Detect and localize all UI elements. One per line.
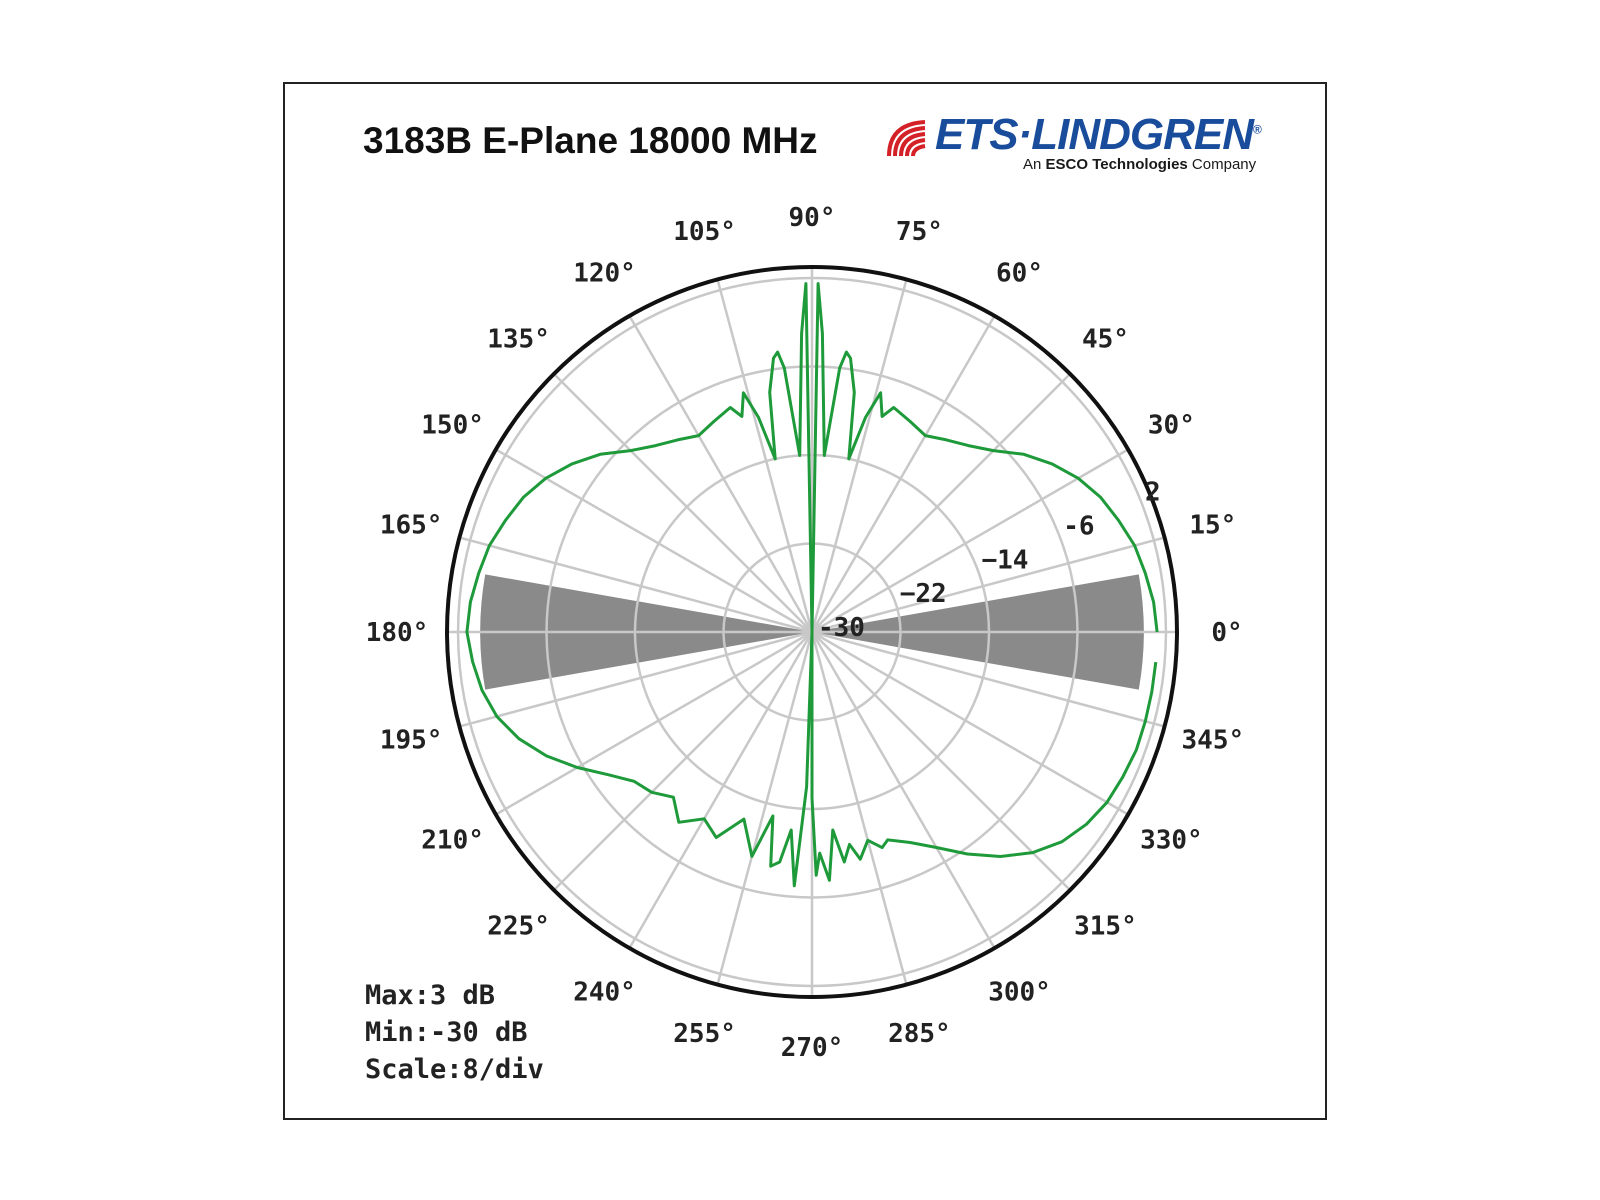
grid-spoke xyxy=(553,373,813,633)
grid-spoke xyxy=(810,631,996,949)
signal-waves-icon xyxy=(887,120,926,157)
grid-spoke xyxy=(628,631,814,949)
angle-tick-label: 255° xyxy=(673,1019,736,1049)
r-tick-label: −14 xyxy=(981,545,1028,575)
angle-tick-label: 120° xyxy=(573,259,636,289)
grid-spoke xyxy=(811,448,1129,634)
grid-spoke xyxy=(459,536,813,634)
angle-tick-label: 300° xyxy=(988,977,1051,1007)
stat-max: Max:3 dB xyxy=(365,980,496,1011)
logo-wordmark: ETS·LINDGREN xyxy=(935,110,1254,159)
angle-tick-label: 60° xyxy=(996,259,1043,289)
angle-tick-label: 240° xyxy=(573,977,636,1007)
stat-scale: Scale:8/div xyxy=(365,1054,544,1085)
chart-frame: 3183B E-Plane 18000 MHz ETS·LINDGREN® An… xyxy=(283,82,1327,1120)
grid-spoke xyxy=(810,315,996,633)
angle-tick-label: 30° xyxy=(1148,411,1195,441)
polar-plot: -30 −22 −14 -6 2 0° 15° 30° 45° 60° 75° 90° 105° 120°… xyxy=(366,203,1245,1063)
grid-spoke xyxy=(459,630,813,728)
r-tick-label: -6 xyxy=(1063,511,1094,541)
chart-title: 3183B E-Plane 18000 MHz xyxy=(363,120,818,161)
grid-spoke xyxy=(553,631,813,891)
angle-tick-label: 270° xyxy=(781,1033,844,1063)
grid-spoke xyxy=(495,630,813,816)
stat-min: Min:-30 dB xyxy=(365,1017,528,1048)
grid-spoke xyxy=(811,631,1071,891)
angle-tick-label: 165° xyxy=(380,511,443,541)
grid-spoke xyxy=(628,315,814,633)
angle-tick-label: 315° xyxy=(1074,911,1137,941)
grid-spoke xyxy=(811,630,1129,816)
grid-spoke xyxy=(495,448,813,634)
angle-tick-label: 90° xyxy=(789,203,836,233)
grid-spoke xyxy=(811,630,1165,728)
angle-tick-label: 45° xyxy=(1082,325,1129,355)
grid-spoke xyxy=(811,373,1071,633)
outer-ring xyxy=(445,265,1179,999)
angle-tick-label: 135° xyxy=(487,325,550,355)
r-tick-label: 2 xyxy=(1145,478,1161,508)
grid-spoke xyxy=(716,279,814,633)
grid-spoke xyxy=(716,631,814,985)
angle-tick-label: 285° xyxy=(888,1019,951,1049)
pattern-trace xyxy=(465,282,1159,888)
angle-tick-label: 180° xyxy=(366,618,429,648)
pattern-stats: Max:3 dB Min:-30 dB Scale:8/div xyxy=(365,977,544,1088)
angle-tick-label: 225° xyxy=(487,911,550,941)
logo-tagline: An ESCO Technologies Company xyxy=(1023,156,1257,173)
grid-spoke xyxy=(810,279,908,633)
angle-tick-label: 330° xyxy=(1140,826,1203,856)
r-tick-label: -30 xyxy=(818,613,865,643)
registered-mark: ® xyxy=(1253,122,1262,137)
r-tick-label: −22 xyxy=(900,579,947,609)
angle-tick-label: 150° xyxy=(421,411,484,441)
ets-lindgren-logo: ETS·LINDGREN® An ESCO Technologies Compa… xyxy=(885,110,1262,174)
grid-spoke xyxy=(810,631,908,985)
angle-tick-label: 15° xyxy=(1189,511,1236,541)
angle-tick-label: 210° xyxy=(421,826,484,856)
angle-tick-label: 75° xyxy=(896,217,943,247)
grid-spoke xyxy=(811,536,1165,634)
angle-tick-label: 0° xyxy=(1211,618,1242,648)
angle-tick-label: 345° xyxy=(1182,725,1245,755)
angle-tick-label: 105° xyxy=(673,217,736,247)
angle-tick-label: 195° xyxy=(380,725,443,755)
